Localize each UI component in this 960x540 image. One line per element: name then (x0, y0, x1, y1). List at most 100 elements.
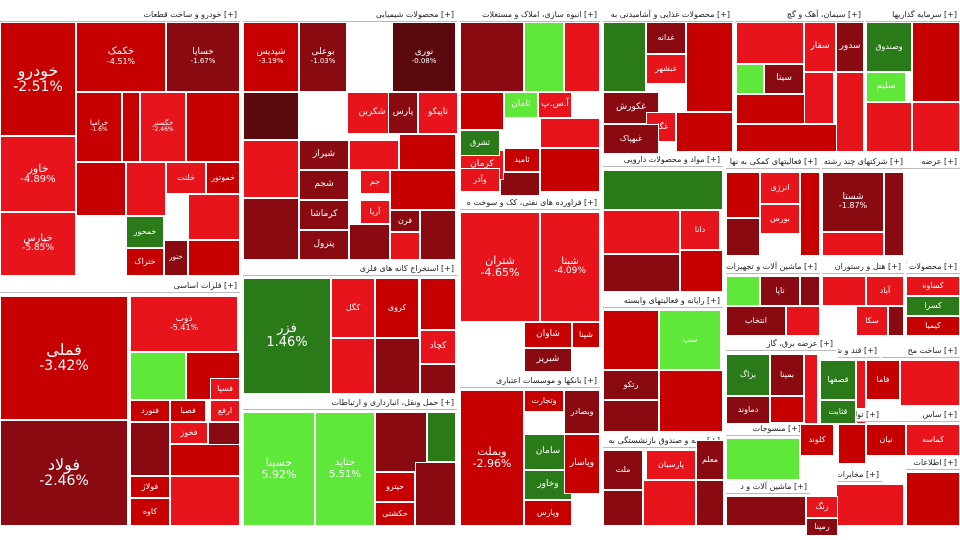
stock-tile[interactable]: کاوه (130, 498, 170, 526)
stock-tile[interactable]: شستا -1.87% (822, 172, 884, 232)
stock-tile[interactable]: فزر 1.46% (243, 278, 331, 394)
stock-tile[interactable]: آباد (866, 276, 904, 306)
stock-tile[interactable]: حسینا 5.92% (243, 412, 315, 526)
stock-tile[interactable]: شیراز (299, 140, 349, 170)
sector-header[interactable]: [+] عرضه (906, 155, 960, 169)
stock-tile[interactable]: ختراک (126, 248, 164, 276)
stock-tile[interactable]: فنورد (130, 400, 170, 422)
stock-tile[interactable]: زنگ (806, 496, 838, 518)
stock-tile[interactable]: حتاید 5.51% (315, 412, 375, 526)
stock-tile[interactable]: دانا (680, 210, 720, 250)
stock-tile[interactable]: وصندوق (866, 22, 912, 72)
stock-tile[interactable]: وپارس (524, 500, 572, 526)
stock-tile[interactable]: حکشتی (375, 502, 415, 526)
stock-tile[interactable]: تاپیکو (418, 92, 458, 134)
stock-tile[interactable]: بمپنا (770, 354, 804, 396)
stock-tile[interactable]: ارفع (210, 400, 240, 422)
stock-tile[interactable]: پارسیان (646, 450, 696, 480)
stock-tile[interactable]: بوعلی -1.03% (299, 22, 347, 92)
stock-tile[interactable]: فخوز (170, 422, 208, 444)
sector-header[interactable]: [+] انبوه سازی، املاک و مستغلات (460, 8, 600, 22)
stock-tile[interactable]: سیتا (764, 64, 804, 94)
sector-header[interactable]: [+] ماشین آلات و د (726, 480, 810, 494)
stock-tile[interactable]: فسپا (210, 378, 240, 400)
sector-header[interactable]: [+] مواد و محصولات دارویی (603, 153, 723, 167)
stock-tile[interactable]: وتجارت (524, 390, 564, 412)
stock-tile[interactable]: پترول (299, 230, 349, 260)
sector-header[interactable]: [+] سیمان، آهک و گچ (736, 8, 864, 22)
stock-tile[interactable]: فاما (866, 360, 900, 400)
stock-tile[interactable]: شاوان (524, 322, 572, 348)
stock-tile[interactable]: پارس (388, 92, 418, 134)
sector-header[interactable]: [+] ساس (882, 408, 960, 422)
stock-tile[interactable]: کساوه (906, 276, 960, 296)
sector-header[interactable]: [+] رایانه و فعالیتهای وابسته (603, 294, 723, 308)
stock-tile[interactable]: وآذر (460, 168, 500, 192)
stock-tile[interactable]: سلیم (866, 72, 906, 102)
stock-tile[interactable]: انتخاب (726, 306, 786, 336)
stock-tile[interactable]: آریا (360, 200, 390, 224)
stock-tile[interactable]: خرامیا -1.6% (76, 92, 122, 162)
sector-header[interactable]: [+] فعالیتهای کمکی به نها (726, 155, 820, 169)
sector-header[interactable]: [+] مخابرات (838, 468, 882, 482)
stock-tile[interactable]: قثابت (820, 400, 856, 424)
sector-header[interactable]: [+] استخراج کانه های فلزی (243, 262, 457, 276)
sector-header[interactable]: [+] محصولات غذایی و آشامیدنی به (603, 8, 733, 22)
stock-tile[interactable]: تاپا (760, 276, 800, 306)
stock-tile[interactable]: خمحور (126, 216, 164, 248)
stock-tile[interactable]: ذوب -5.41% (130, 296, 238, 352)
stock-tile[interactable]: فولاد -2.46% (0, 420, 128, 526)
sector-header[interactable]: [+] منسوجات (726, 422, 804, 436)
stock-tile[interactable]: کلوند (800, 424, 834, 456)
stock-tile[interactable]: ملت (603, 450, 643, 490)
stock-tile[interactable]: ثامان (504, 92, 538, 118)
stock-tile[interactable]: غدانه (646, 22, 686, 54)
stock-tile[interactable]: سپ (659, 310, 721, 370)
sector-header[interactable]: [+] اطلاعات (906, 456, 960, 470)
sector-header[interactable]: [+] هتل و رستوران (822, 260, 904, 274)
stock-tile[interactable]: شبنا -4.09% (540, 212, 600, 322)
stock-tile[interactable]: بزاگ (726, 354, 770, 396)
sector-header[interactable]: [+] محصولات شیمیایی (243, 8, 457, 22)
stock-tile[interactable]: غبشهر (646, 54, 686, 84)
stock-tile[interactable]: کگل (331, 278, 375, 338)
stock-tile[interactable]: دماوند (726, 396, 770, 424)
stock-tile[interactable]: رمپنا (806, 518, 838, 536)
stock-tile[interactable]: فرن (390, 210, 420, 232)
stock-tile[interactable]: نوری -0.08% (392, 22, 456, 92)
stock-tile[interactable]: ختور (164, 240, 188, 276)
stock-tile[interactable]: وپاسار (564, 434, 600, 494)
stock-tile[interactable]: رتکو (603, 370, 659, 400)
sector-header[interactable]: [+] فراورده های نفتی، کک و سوخت ه (460, 196, 600, 210)
stock-tile[interactable]: فملی -3.42% (0, 296, 128, 420)
stock-tile[interactable]: نیان (866, 424, 906, 456)
stock-tile[interactable]: کچاد (420, 330, 456, 364)
sector-header[interactable]: [+] شرکتهای چند رشته (822, 155, 906, 169)
stock-tile[interactable]: غبهپاک (603, 124, 659, 154)
stock-tile[interactable]: بورس (760, 204, 800, 234)
stock-tile[interactable]: خموتور (206, 162, 240, 194)
stock-tile[interactable]: خاور -4.89% (0, 136, 76, 212)
stock-tile[interactable]: کرماشا (299, 200, 349, 230)
stock-tile[interactable]: خکمک -4.51% (76, 22, 166, 92)
stock-tile[interactable]: خگستر -2.46% (140, 92, 186, 162)
sector-header[interactable]: [+] خودرو و ساخت قطعات (0, 8, 240, 22)
stock-tile[interactable]: کماسه (906, 424, 960, 456)
sector-header[interactable]: [+] سرمایه گذاریها (866, 8, 960, 22)
stock-tile[interactable]: شجم (299, 170, 349, 200)
stock-tile[interactable]: وبصادر (564, 390, 600, 434)
stock-tile[interactable]: حپترو (375, 472, 415, 502)
sector-header[interactable]: [+] ماشین آلات و تجهیزات (726, 260, 820, 274)
sector-header[interactable]: [+] ساخت مح (882, 344, 960, 358)
stock-tile[interactable]: شپنا (572, 322, 600, 348)
stock-tile[interactable]: فولاژ (130, 476, 170, 498)
stock-tile[interactable]: ثامید (504, 148, 540, 172)
stock-tile[interactable]: قصفها (820, 360, 856, 400)
stock-tile[interactable]: خپارس -5.85% (0, 212, 76, 276)
stock-tile[interactable]: کروی (375, 278, 419, 338)
sector-header[interactable]: [+] محصولات کانی غیرفلزی (906, 260, 960, 274)
sector-header[interactable]: [+] بانکها و موسسات اعتباری (460, 374, 600, 388)
sector-header[interactable]: [+] بیمه و صندوق بازنشستگی به (603, 434, 723, 448)
sector-header[interactable]: [+] قند و شکر (838, 344, 880, 358)
stock-tile[interactable]: شتران -4.65% (460, 212, 540, 322)
